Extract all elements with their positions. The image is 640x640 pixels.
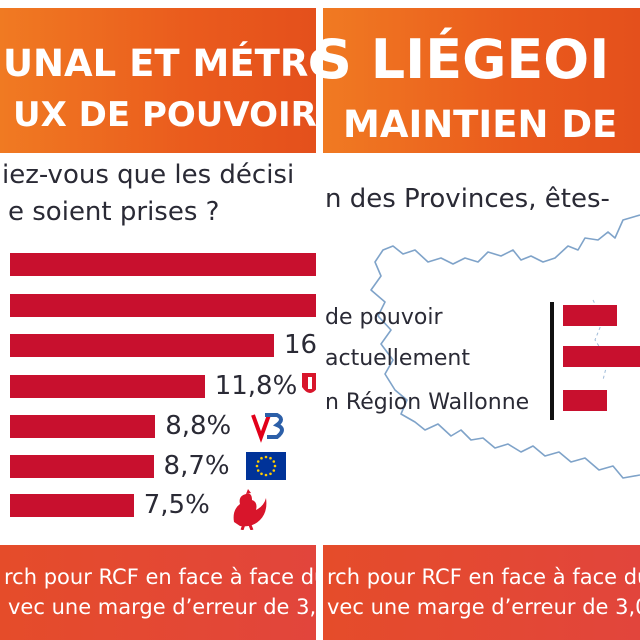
bar-value-label-7: 7,5% (143, 490, 210, 520)
eu-flag-icon (245, 452, 286, 484)
left-question-line-1: iez-vous que les décisi (2, 160, 295, 190)
right-banner-line-1: S LIÉGEOI (323, 28, 610, 91)
right-question-line-1: n des Provinces, êtes- (325, 184, 610, 214)
right-footer-banner: rch pour RCF en face à face du vec une m… (323, 545, 640, 640)
right-bar-2 (563, 346, 640, 367)
right-title-banner: S LIÉGEOI MAINTIEN DE (323, 8, 640, 153)
right-bar-3 (563, 390, 607, 411)
left-footer-line-1: rch pour RCF en face à face du (4, 565, 316, 589)
bar-4 (10, 375, 205, 398)
left-footer-banner: rch pour RCF en face à face du vec une m… (0, 545, 316, 640)
bar-value-label-4: 11,8% (214, 371, 298, 401)
bar-7 (10, 494, 134, 517)
right-footer-line-1: rch pour RCF en face à face du (327, 565, 640, 589)
right-chart-axis-line (550, 302, 554, 420)
right-option-3: n Région Wallonne (325, 390, 530, 415)
bar-3 (10, 334, 274, 357)
right-bar-1 (563, 305, 617, 326)
bar-value-label-3: 16 (284, 330, 316, 360)
bar-1 (10, 253, 316, 276)
right-footer-line-2: vec une marge d’erreur de 3,08 (327, 595, 640, 619)
left-title-banner: UNAL ET MÉTRO UX DE POUVOIR (0, 8, 316, 153)
bar-2 (10, 294, 316, 317)
bar-5 (10, 415, 156, 438)
brussels-region-logo-icon (247, 409, 287, 447)
panel-divider (316, 0, 323, 640)
right-option-1: de pouvoir (325, 305, 443, 330)
right-infographic-panel: S LIÉGEOI MAINTIEN DE n des Provinces, ê… (323, 0, 640, 640)
liege-emblem-icon (300, 369, 316, 403)
bar-value-label-5: 8,8% (165, 411, 232, 441)
bar-value-label-6: 8,7% (163, 451, 230, 481)
right-option-2: actuellement (325, 346, 470, 371)
left-infographic-panel: UNAL ET MÉTRO UX DE POUVOIR iez-vous que… (0, 0, 316, 640)
right-banner-line-2: MAINTIEN DE (343, 103, 618, 146)
left-banner-line-2: UX DE POUVOIR (13, 95, 316, 135)
left-question-line-2: e soient prises ? (8, 197, 220, 227)
bar-6 (10, 455, 154, 478)
walloon-rooster-icon (226, 488, 270, 534)
left-footer-line-2: vec une marge d’erreur de 3,08 (8, 595, 316, 619)
left-banner-line-1: UNAL ET MÉTRO (3, 42, 316, 85)
